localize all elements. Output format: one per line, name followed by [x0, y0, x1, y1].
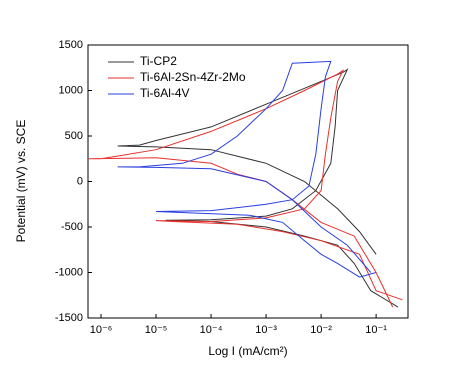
x-tick-label: 10⁻³: [255, 324, 277, 336]
y-tick-label: 1500: [59, 39, 83, 51]
legend-label: Ti-CP2: [140, 54, 177, 68]
y-axis-label: Potential (mV) vs. SCE: [14, 120, 28, 243]
y-tick-label: 0: [77, 175, 83, 187]
series-line: [117, 68, 399, 308]
series-line: [88, 69, 403, 308]
y-tick-label: 500: [65, 130, 83, 142]
y-tick-label: -500: [61, 221, 83, 233]
x-tick-label: 10⁻¹: [365, 324, 387, 336]
x-tick-label: 10⁻²: [310, 324, 332, 336]
y-tick-label: -1500: [55, 312, 83, 324]
legend-label: Ti-6Al-2Sn-4Zr-2Mo: [140, 70, 246, 84]
legend-label: Ti-6Al-4V: [140, 86, 190, 100]
series-line: [117, 60, 377, 278]
y-tick-label: -1000: [55, 266, 83, 278]
x-tick-label: 10⁻⁵: [145, 324, 168, 336]
x-tick-label: 10⁻⁶: [90, 324, 113, 336]
x-tick-label: 10⁻⁴: [200, 324, 223, 336]
x-axis-label: Log I (mA/cm²): [208, 344, 287, 358]
y-tick-label: 1000: [59, 84, 83, 96]
